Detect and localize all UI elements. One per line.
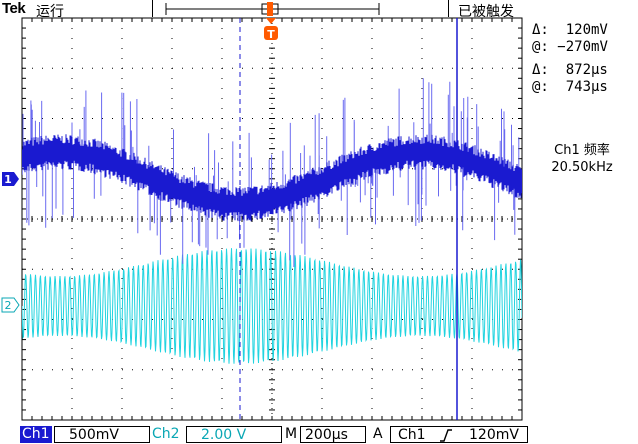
frequency-measurement: Ch1 频率 20.50kHz <box>528 142 636 176</box>
top-status-bar: Tek 运行 已被触发 <box>0 0 638 20</box>
measurement-label: Ch1 频率 <box>554 143 610 158</box>
time-at-value: 743µs <box>565 79 608 95</box>
timebase-value[interactable]: 200µs <box>300 426 366 443</box>
ch2-waveform <box>22 248 522 364</box>
run-status[interactable]: 运行 <box>36 4 64 20</box>
separator <box>152 0 153 17</box>
ch2-ground-marker[interactable]: 2 <box>1 297 20 313</box>
trigger-mode: A <box>373 426 383 442</box>
ch1-label[interactable]: Ch1 <box>20 426 52 443</box>
trigger-level: 120mV <box>469 427 519 443</box>
trigger-settings[interactable]: Ch1 120mV <box>390 426 528 443</box>
trigger-source: Ch1 <box>398 427 426 443</box>
amp-at-value: −270mV <box>557 39 608 55</box>
ch2-scale[interactable]: 2.00 V <box>186 426 282 443</box>
trigger-marker-label: T <box>267 28 275 41</box>
timebase-label: M <box>285 426 298 442</box>
amp-delta-label: Δ: <box>532 22 549 38</box>
ch1-noise-spikes <box>22 78 520 267</box>
ch1-ground-marker[interactable]: 1 <box>2 172 19 186</box>
time-delta-label: Δ: <box>532 62 549 78</box>
ch2-marker-label: 2 <box>5 299 12 312</box>
time-delta-value: 872µs <box>565 62 608 78</box>
ch1-waveform <box>22 134 522 222</box>
amp-at-label: @: <box>532 39 549 55</box>
amplitude-cursor-readout: Δ: 120mV @: −270mV <box>532 22 608 56</box>
ch2-label[interactable]: Ch2 <box>152 426 180 442</box>
rising-edge-icon <box>440 429 452 442</box>
graticule <box>21 17 523 421</box>
trigger-status: 已被触发 <box>458 4 514 20</box>
time-at-label: @: <box>532 79 549 95</box>
amp-delta-value: 120mV <box>565 22 608 38</box>
measurement-value: 20.50kHz <box>551 160 613 175</box>
separator <box>448 0 449 17</box>
ch1-scale[interactable]: 500mV <box>54 426 150 443</box>
ch1-marker-label: 1 <box>4 173 12 186</box>
bottom-status-bar: Ch1 500mV Ch2 2.00 V M 200µs A Ch1 120mV <box>0 426 638 444</box>
trigger-position-marker[interactable]: T <box>264 18 278 41</box>
time-cursor-readout: Δ: 872µs @: 743µs <box>532 62 608 96</box>
record-position-bar[interactable] <box>164 0 382 18</box>
brand-logo: Tek <box>2 0 26 17</box>
